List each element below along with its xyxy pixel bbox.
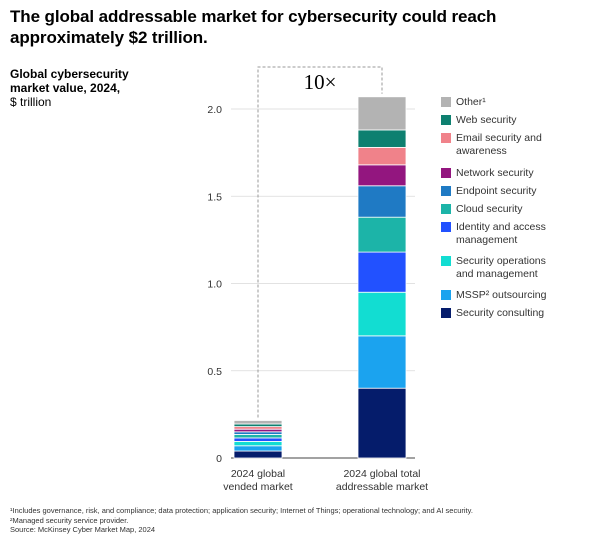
bar-segment [357, 216, 407, 253]
legend-label: Email security and awareness [456, 132, 542, 157]
legend-label: Cloud security [456, 203, 523, 215]
legend-label: Security operations and management [456, 255, 546, 280]
subtitle-bold: Global cybersecurity market value, 2024, [10, 67, 129, 95]
y-tick-label: 0.5 [207, 366, 222, 378]
category-label: addressable market [336, 481, 428, 493]
legend-swatch [441, 204, 451, 214]
bar-segment [357, 164, 407, 187]
legend-swatch [441, 186, 451, 196]
category-label: 2024 global [231, 468, 285, 480]
bar-segment [357, 335, 407, 389]
bar-segment [357, 291, 407, 337]
legend-item: Security operations and management [441, 255, 556, 281]
y-tick-label: 1.0 [207, 279, 222, 291]
legend-item: Web security [441, 114, 556, 127]
legend-item: Identity and access management [441, 221, 556, 247]
footnote-1: ¹Includes governance, risk, and complian… [10, 506, 473, 515]
bar-segment [233, 445, 283, 452]
bar-segment [357, 96, 407, 131]
legend-label: Security consulting [456, 307, 545, 319]
legend-swatch [441, 290, 451, 300]
footnote-2: ²Managed security service provider. [10, 515, 129, 525]
bar-segment [233, 437, 283, 442]
legend-label: Endpoint security [456, 185, 537, 197]
legend-item: Endpoint security [441, 185, 556, 198]
legend-swatch [441, 133, 451, 143]
bar-segment [357, 185, 407, 218]
bar-segment [357, 251, 407, 293]
category-label: vended market [223, 481, 293, 493]
bar-segment [357, 146, 407, 166]
legend-label: Web security [456, 114, 517, 126]
source-note: Source: McKinsey Cyber Market Map, 2024 [10, 525, 156, 534]
bar-segment [233, 441, 283, 447]
legend-swatch [441, 256, 451, 266]
legend-swatch [441, 115, 451, 125]
legend-item: Other¹ [441, 96, 556, 109]
legend-swatch [441, 97, 451, 107]
footnotes: ¹Includes governance, risk, and complian… [10, 506, 595, 535]
legend-label: Identity and access management [456, 221, 546, 246]
legend-item: Cloud security [441, 203, 556, 216]
legend-item: MSSP² outsourcing [441, 289, 556, 302]
legend-item: Email security and awareness [441, 132, 556, 158]
category-label: 2024 global total [343, 468, 420, 480]
legend-item: Security consulting [441, 307, 556, 320]
bar-segment [357, 387, 407, 459]
bar-segment [357, 129, 407, 148]
legend-item: Network security [441, 167, 556, 180]
bar-segment [233, 450, 283, 459]
y-tick-label: 2.0 [207, 104, 222, 116]
multiplier-callout: 10× [304, 70, 337, 94]
legend-label: Other¹ [456, 96, 486, 108]
chart-title: The global addressable market for cybers… [10, 7, 497, 47]
y-tick-label: 0 [216, 453, 222, 465]
bar-segment [233, 434, 283, 439]
legend-label: Network security [456, 167, 534, 179]
y-tick-label: 1.5 [207, 191, 222, 203]
legend-swatch [441, 168, 451, 178]
legend-label: MSSP² outsourcing [456, 289, 547, 301]
legend-swatch [441, 308, 451, 318]
chart-subtitle: Global cybersecurity market value, 2024,… [10, 67, 160, 109]
multiplier-bracket [257, 66, 383, 418]
bar-segment [233, 420, 283, 425]
legend-swatch [441, 222, 451, 232]
subtitle-unit: $ trillion [10, 95, 52, 109]
